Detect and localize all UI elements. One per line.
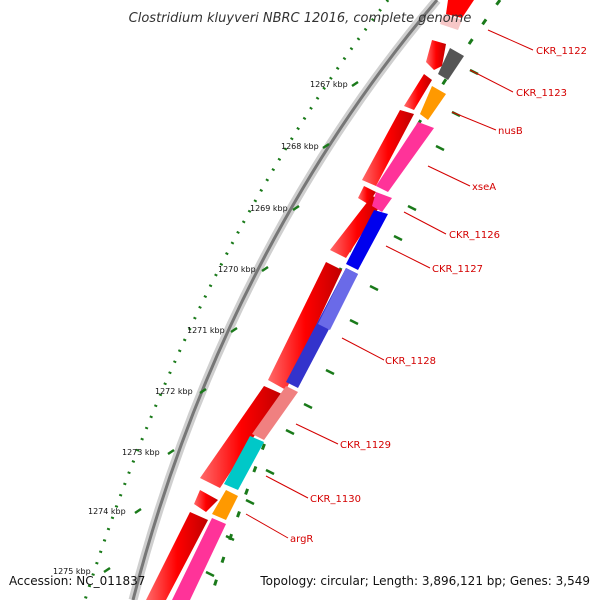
cds-ckr-1122-pale [440,14,462,30]
leader-lines [245,29,534,539]
gene-label-xsea: xseA [472,182,496,193]
gene-labels: CKR_1122 CKR_1123 nusB xseA CKR_1126 CKR… [290,46,587,545]
cds-ckr-1123 [438,48,464,80]
cds-forward [426,40,446,70]
gene-label-nusb: nusB [498,126,523,137]
cds-ckr-1127 [346,210,388,270]
kbp-label: 1270 kbp [218,265,256,274]
kbp-label: 1275 kbp [53,567,91,576]
gc-track-ring [208,0,502,600]
kbp-label: 1267 kbp [310,80,348,89]
reverse-strand [172,0,474,600]
cds-forward [404,74,432,110]
cds-ckr-1126 [372,192,392,212]
cds-forward [362,110,414,186]
kbp-label: 1272 kbp [155,387,193,396]
cds-nusb [420,86,446,120]
cds-forward [200,386,282,488]
cds-ckr-1122 [446,0,474,18]
gene-label-ckr-1130: CKR_1130 [310,494,361,505]
cds-forward [146,512,208,600]
backbone-line [131,0,439,600]
cds-forward [358,186,376,204]
topology-text: Topology: circular; Length: 3,896,121 bp… [260,574,590,588]
cds-ckr-1128-light [318,268,358,330]
gene-label-ckr-1126: CKR_1126 [449,230,500,241]
forward-strand [146,40,446,600]
cds-ckr-1129 [252,386,298,440]
gene-label-ckr-1123: CKR_1123 [516,88,567,99]
kbp-label: 1269 kbp [250,204,288,213]
kbp-label: 1274 kbp [88,507,126,516]
accession-text: Accession: NC_011837 [9,574,146,588]
gene-label-ckr-1127: CKR_1127 [432,264,483,275]
map-title: Clostridium kluyveri NBRC 12016, complet… [129,11,472,26]
cds-forward [330,196,384,258]
kbp-label: 1268 kbp [281,142,319,151]
backbone-outer [128,0,441,600]
cds-xsea [376,122,434,192]
cds-reverse-pink [172,518,226,600]
cds-forward [194,490,218,512]
cds-ckr-1130 [224,436,264,490]
kbp-ticks [103,80,359,574]
cds-argr [212,490,238,520]
kbp-label: 1271 kbp [187,326,225,335]
gene-label-ckr-1122: CKR_1122 [536,46,587,57]
gene-label-argr: argR [290,534,313,545]
gene-label-ckr-1129: CKR_1129 [340,440,391,451]
cds-forward [268,262,342,390]
gene-label-ckr-1128: CKR_1128 [385,356,436,367]
kbp-label: 1273 kbp [122,448,160,457]
kbp-labels: 1267 kbp 1268 kbp 1269 kbp 1270 kbp 1271… [53,80,348,576]
